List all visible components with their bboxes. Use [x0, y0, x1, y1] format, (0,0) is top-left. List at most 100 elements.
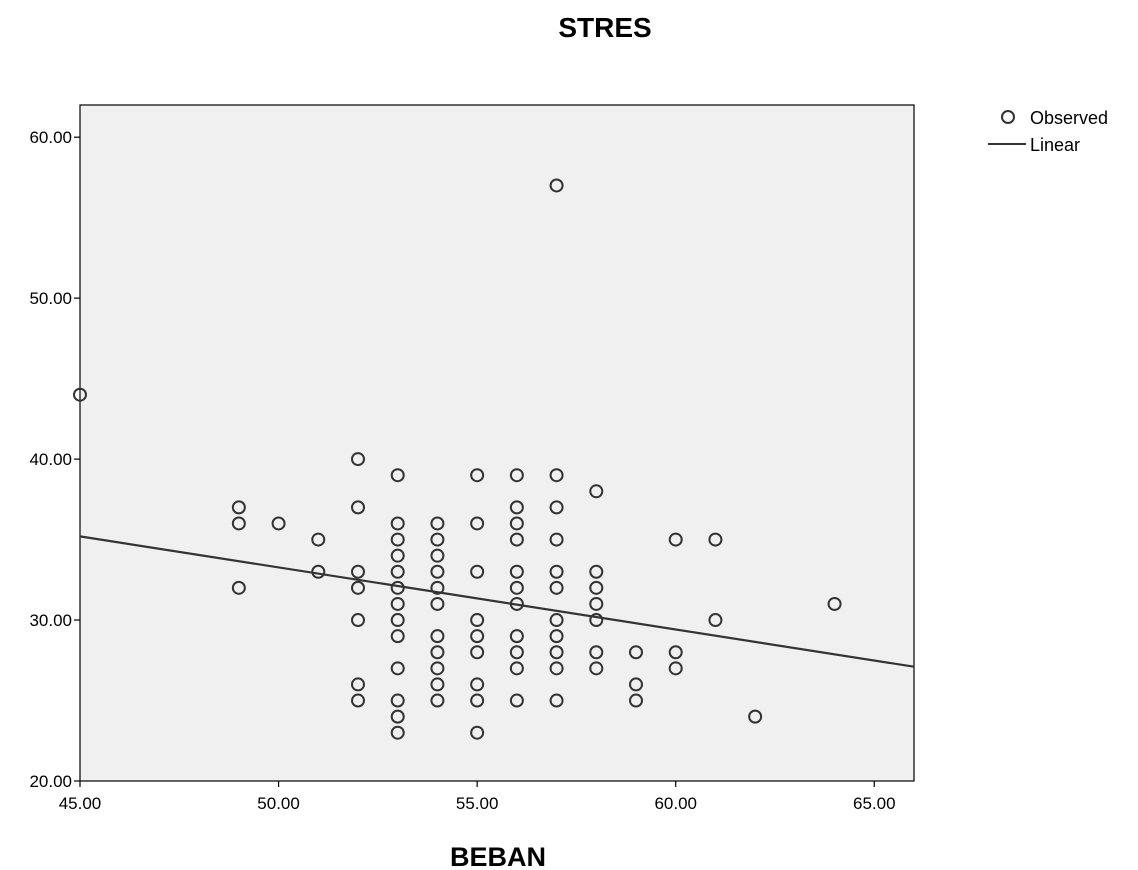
- data-point: [748, 709, 763, 724]
- x-tick-label: 45.00: [59, 794, 102, 813]
- data-point: [668, 645, 683, 660]
- data-point: [430, 580, 445, 595]
- data-point: [390, 532, 405, 547]
- data-point: [549, 613, 564, 628]
- x-tick-label: 60.00: [654, 794, 697, 813]
- y-tick-label: 60.00: [29, 128, 72, 147]
- data-point: [549, 629, 564, 644]
- data-point: [589, 613, 604, 628]
- data-point: [470, 613, 485, 628]
- legend-observed-marker: [1001, 110, 1015, 124]
- data-point: [589, 580, 604, 595]
- data-point: [430, 629, 445, 644]
- y-tick-label: 50.00: [29, 289, 72, 308]
- data-point: [390, 468, 405, 483]
- data-point: [509, 661, 524, 676]
- data-point: [430, 596, 445, 611]
- data-point: [351, 580, 365, 595]
- data-point: [231, 580, 246, 595]
- x-axis: 45.00 50.00 55.00 60.00 65.00: [59, 781, 896, 813]
- data-point: [311, 532, 326, 547]
- data-point: [351, 452, 365, 467]
- data-point: [390, 725, 405, 740]
- data-point: [827, 596, 842, 611]
- data-point: [351, 500, 365, 515]
- data-point: [390, 613, 405, 628]
- data-point: [589, 564, 604, 579]
- data-point: [351, 613, 365, 628]
- data-point: [708, 532, 723, 547]
- data-point: [470, 468, 485, 483]
- y-tick-label: 40.00: [29, 450, 72, 469]
- data-point: [271, 516, 286, 531]
- legend-observed-label: Observed: [1030, 108, 1108, 128]
- linear-fit-line: [79, 535, 915, 668]
- data-point: [509, 516, 524, 531]
- data-point: [470, 645, 485, 660]
- data-point: [390, 596, 405, 611]
- data-point: [549, 661, 564, 676]
- data-point: [470, 693, 485, 708]
- data-point: [470, 677, 485, 692]
- data-point: [390, 709, 405, 724]
- data-point: [589, 645, 604, 660]
- y-tick-label: 30.00: [29, 611, 72, 630]
- data-point: [549, 645, 564, 660]
- x-tick-label: 50.00: [257, 794, 300, 813]
- data-point: [549, 693, 564, 708]
- legend: Observed Linear: [988, 108, 1108, 155]
- plot-area: [79, 104, 915, 782]
- observed-points: [73, 178, 842, 740]
- data-point: [549, 178, 564, 193]
- data-point: [509, 693, 524, 708]
- data-point: [549, 580, 564, 595]
- data-point: [231, 500, 246, 515]
- data-point: [629, 677, 643, 692]
- data-point: [390, 693, 405, 708]
- data-point: [351, 564, 365, 579]
- data-point: [708, 613, 723, 628]
- chart-title: STRES: [558, 12, 651, 43]
- data-point: [351, 693, 365, 708]
- data-point: [629, 645, 643, 660]
- data-point: [509, 564, 524, 579]
- data-point: [231, 516, 246, 531]
- data-point: [390, 661, 405, 676]
- data-point: [509, 532, 524, 547]
- data-point: [470, 564, 485, 579]
- data-point: [509, 629, 524, 644]
- data-point: [470, 629, 485, 644]
- data-point: [73, 387, 87, 402]
- data-point: [430, 677, 445, 692]
- data-point: [668, 661, 683, 676]
- y-axis: 20.00 30.00 40.00 50.00 60.00: [29, 128, 80, 791]
- y-tick-label: 20.00: [29, 772, 72, 791]
- data-point: [390, 629, 405, 644]
- data-point: [509, 500, 524, 515]
- data-point: [509, 580, 524, 595]
- data-point: [430, 516, 445, 531]
- data-point: [430, 645, 445, 660]
- data-point: [390, 564, 405, 579]
- data-point: [549, 532, 564, 547]
- data-point: [589, 596, 604, 611]
- data-point: [430, 693, 445, 708]
- data-point: [390, 516, 405, 531]
- x-tick-label: 55.00: [456, 794, 499, 813]
- data-point: [430, 661, 445, 676]
- data-point: [549, 564, 564, 579]
- data-point: [351, 677, 365, 692]
- data-point: [589, 661, 604, 676]
- linear-fit-layer: [79, 535, 915, 668]
- data-point: [509, 468, 524, 483]
- data-point: [430, 548, 445, 563]
- data-point: [470, 516, 485, 531]
- data-point: [470, 725, 485, 740]
- data-point: [549, 500, 564, 515]
- data-point: [629, 693, 643, 708]
- data-point: [509, 645, 524, 660]
- data-point: [589, 484, 604, 499]
- data-point: [668, 532, 683, 547]
- data-point: [430, 564, 445, 579]
